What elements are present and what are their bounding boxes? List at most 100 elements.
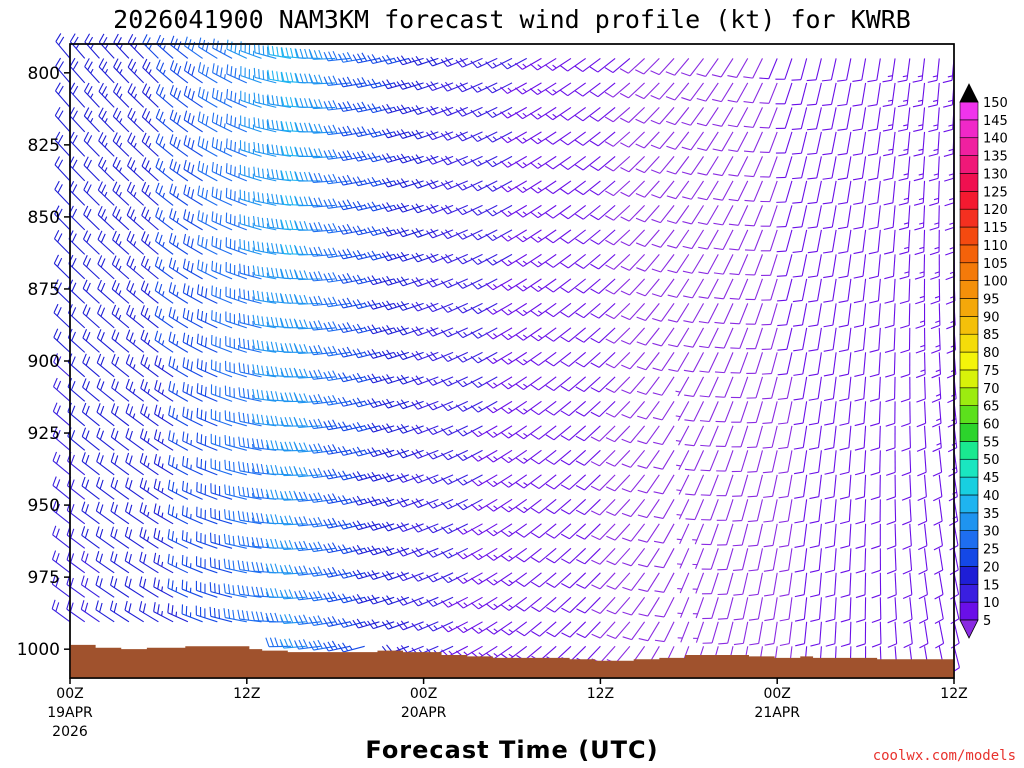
plot-area bbox=[51, 33, 961, 679]
wind-barb bbox=[352, 348, 380, 359]
credit-link[interactable]: coolwx.com/models bbox=[873, 748, 1016, 764]
wind-barb bbox=[323, 591, 351, 603]
wind-barb bbox=[238, 436, 262, 451]
wind-barb bbox=[515, 155, 542, 169]
wind-barb bbox=[575, 327, 601, 343]
wind-barb bbox=[918, 523, 928, 551]
wind-barb bbox=[810, 621, 822, 647]
wind-barb bbox=[637, 425, 660, 445]
wind-barb bbox=[777, 376, 793, 400]
wind-barb bbox=[838, 303, 852, 328]
wind-barb bbox=[168, 356, 189, 378]
wind-barb bbox=[748, 597, 764, 621]
colorbar-cell bbox=[959, 530, 979, 549]
wind-barb bbox=[240, 66, 262, 84]
wind-barb bbox=[515, 106, 542, 120]
wind-barb bbox=[337, 593, 365, 604]
wind-barb bbox=[575, 376, 601, 393]
wind-barb bbox=[154, 355, 174, 378]
wind-barb bbox=[515, 327, 542, 341]
wind-barb bbox=[700, 425, 719, 447]
wind-barb bbox=[367, 201, 395, 212]
wind-barb bbox=[142, 58, 159, 84]
wind-barb bbox=[809, 499, 822, 524]
wind-barb bbox=[840, 572, 852, 598]
wind-barb bbox=[622, 572, 646, 591]
wind-barb bbox=[900, 303, 911, 329]
wind-barb bbox=[824, 474, 837, 500]
wind-barb bbox=[733, 572, 749, 596]
wind-barb bbox=[730, 327, 749, 349]
wind-barb bbox=[515, 131, 542, 144]
wind-barb bbox=[367, 103, 395, 114]
colorbar-label: 130 bbox=[983, 167, 1008, 182]
wind-barb bbox=[792, 205, 808, 229]
wind-barb bbox=[637, 523, 660, 543]
wind-barb bbox=[743, 107, 763, 128]
wind-barb bbox=[712, 156, 734, 177]
wind-barb bbox=[337, 470, 365, 481]
wind-barb bbox=[97, 255, 115, 280]
wind-barb bbox=[239, 140, 262, 157]
wind-barb bbox=[546, 572, 572, 588]
wind-barb bbox=[54, 156, 71, 182]
wind-barb bbox=[605, 253, 631, 270]
surface-terrain bbox=[70, 644, 954, 678]
wind-barb bbox=[870, 474, 881, 501]
wind-barb bbox=[763, 499, 778, 523]
wind-barb bbox=[899, 229, 911, 255]
wind-barb bbox=[775, 107, 793, 130]
wind-barb bbox=[53, 328, 71, 353]
wind-barb bbox=[225, 360, 247, 378]
wind-barb bbox=[681, 131, 704, 151]
wind-barb bbox=[396, 55, 424, 66]
wind-barb bbox=[139, 428, 159, 451]
wind-barb bbox=[809, 523, 822, 549]
wind-barb bbox=[808, 401, 822, 426]
wind-barb bbox=[855, 572, 867, 599]
x-tick-label: 20APR bbox=[401, 705, 447, 721]
wind-barb bbox=[381, 398, 410, 409]
wind-barb bbox=[183, 85, 203, 108]
wind-barb bbox=[776, 229, 793, 253]
colorbar-cell bbox=[959, 351, 979, 371]
wind-barb bbox=[759, 107, 778, 129]
wind-barb bbox=[853, 180, 867, 205]
wind-barb bbox=[95, 526, 115, 549]
wind-barb bbox=[928, 131, 940, 157]
wind-barb bbox=[913, 107, 926, 132]
wind-barb bbox=[854, 401, 867, 427]
wind-barb bbox=[685, 499, 705, 521]
wind-barb bbox=[196, 407, 218, 427]
wind-barb bbox=[589, 155, 616, 171]
wind-barb bbox=[197, 185, 218, 206]
wind-barb bbox=[808, 376, 822, 401]
wind-barb bbox=[702, 597, 719, 620]
wind-barb bbox=[676, 450, 690, 471]
wind-barb bbox=[500, 572, 528, 587]
wind-barb bbox=[715, 401, 734, 423]
wind-barb bbox=[825, 572, 837, 598]
wind-barb bbox=[196, 358, 218, 378]
wind-barb bbox=[52, 476, 71, 500]
wind-barb bbox=[854, 376, 867, 402]
wind-barb bbox=[352, 126, 380, 138]
wind-barb bbox=[154, 256, 174, 280]
wind-barb bbox=[682, 180, 704, 200]
wind-barb bbox=[182, 258, 203, 280]
wind-barb bbox=[224, 410, 247, 427]
wind-barb bbox=[367, 226, 395, 237]
wind-barb bbox=[210, 359, 233, 378]
wind-barb bbox=[98, 58, 115, 84]
colorbar-label: 60 bbox=[983, 418, 1000, 433]
wind-barb bbox=[323, 468, 351, 480]
wind-barb bbox=[714, 278, 734, 300]
wind-barb bbox=[713, 254, 734, 275]
wind-barb bbox=[915, 303, 926, 329]
wind-barb bbox=[871, 523, 881, 550]
wind-barb bbox=[621, 425, 646, 444]
wind-barb bbox=[182, 357, 203, 378]
wind-barb bbox=[898, 180, 911, 206]
wind-barb bbox=[749, 621, 764, 646]
wind-barb bbox=[653, 425, 675, 446]
